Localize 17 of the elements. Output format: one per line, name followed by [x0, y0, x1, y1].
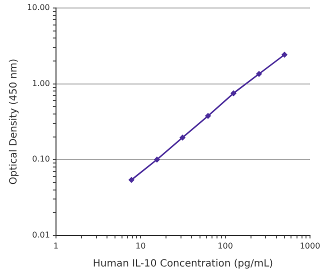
point: [154, 156, 160, 162]
y-tick-label: 1.00: [32, 78, 50, 88]
point: [282, 52, 288, 58]
x-tick-label: 10: [136, 241, 146, 250]
x-axis-title: Human IL-10 Concentration (pg/mL): [92, 258, 274, 270]
x-tick-label: 1000: [300, 241, 320, 250]
y-tick-label: 0.10: [32, 154, 50, 164]
point: [180, 134, 186, 140]
y-tick-label: 10.00: [26, 3, 50, 12]
x-tick-label: 1: [53, 241, 58, 250]
point: [128, 177, 134, 183]
point: [256, 71, 262, 77]
point: [230, 90, 236, 96]
y-tick-label: 0.01: [32, 230, 50, 240]
y-axis-title: Optical Density (450 nm): [8, 58, 20, 185]
x-tick-label: 100: [218, 241, 233, 250]
point: [205, 113, 211, 119]
